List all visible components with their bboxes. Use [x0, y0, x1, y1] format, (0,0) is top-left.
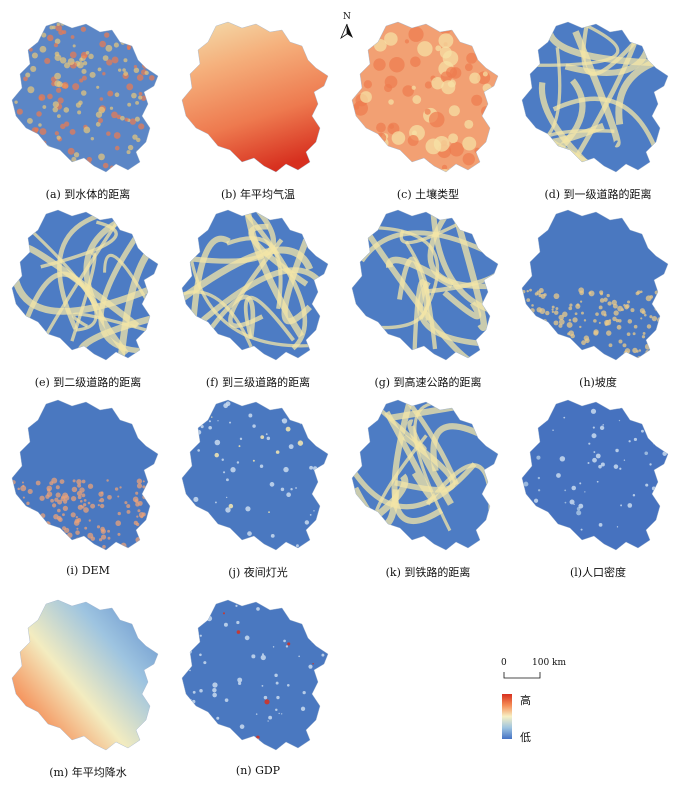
north-arrow-label: N	[343, 12, 351, 22]
map-panel: (f) 到三级道路的距离	[178, 200, 338, 389]
map-panel: (c) 土壤类型	[348, 12, 508, 201]
legend-low-label: 低	[520, 731, 531, 744]
map-image	[11, 21, 159, 173]
map-panel: (i) DEM	[8, 390, 168, 577]
panel-caption: (e) 到二级道路的距离	[34, 376, 142, 389]
north-arrow: N	[339, 12, 355, 40]
map-panel: (b) 年平均气温	[178, 12, 338, 201]
scale-bar-line	[503, 672, 541, 679]
panel-caption: (m) 年平均降水	[49, 766, 127, 779]
map-image	[181, 21, 329, 173]
map-panel: (k) 到铁路的距离	[348, 390, 508, 579]
map-image	[351, 399, 499, 551]
panel-caption: (h)坡度	[579, 376, 617, 389]
panel-caption: (d) 到一级道路的距离	[544, 188, 652, 201]
map-image	[181, 599, 329, 751]
map-image	[351, 209, 499, 361]
map-panel: (j) 夜间灯光	[178, 390, 338, 579]
map-image	[521, 21, 669, 173]
panel-caption: (a) 到水体的距离	[45, 188, 131, 201]
panel-caption: (n) GDP	[235, 764, 281, 777]
map-panel: (m) 年平均降水	[8, 590, 168, 779]
color-legend: 高 低	[502, 694, 562, 744]
legend-high-label: 高	[520, 694, 531, 707]
map-image	[11, 209, 159, 361]
map-panel: (g) 到高速公路的距离	[348, 200, 508, 389]
map-image	[181, 209, 329, 361]
panel-caption: (k) 到铁路的距离	[385, 566, 471, 579]
map-image	[521, 399, 669, 551]
panel-caption: (c) 土壤类型	[396, 188, 460, 201]
map-panel: (d) 到一级道路的距离	[518, 12, 678, 201]
map-panel: (e) 到二级道路的距离	[8, 200, 168, 389]
map-image	[11, 599, 159, 751]
north-arrow-icon	[340, 23, 353, 40]
panel-caption: (i) DEM	[66, 564, 110, 577]
panel-caption: (j) 夜间灯光	[228, 566, 288, 579]
scale-bar: 0 100 km	[498, 658, 568, 682]
map-image	[181, 399, 329, 551]
panel-caption: (l)人口密度	[569, 566, 627, 579]
panel-caption: (f) 到三级道路的距离	[205, 376, 311, 389]
panel-caption: (b) 年平均气温	[220, 188, 296, 201]
map-panel: (n) GDP	[178, 590, 338, 777]
map-image	[11, 399, 159, 551]
map-panel: (a) 到水体的距离	[8, 12, 168, 201]
map-panel: (h)坡度	[518, 200, 678, 389]
scale-zero-label: 0	[501, 658, 507, 668]
map-image	[521, 209, 669, 361]
scale-distance-label: 100 km	[532, 658, 567, 668]
legend-gradient-bar	[502, 694, 512, 739]
map-image	[351, 21, 499, 173]
panel-caption: (g) 到高速公路的距离	[374, 376, 482, 389]
map-panel: (l)人口密度	[518, 390, 678, 579]
